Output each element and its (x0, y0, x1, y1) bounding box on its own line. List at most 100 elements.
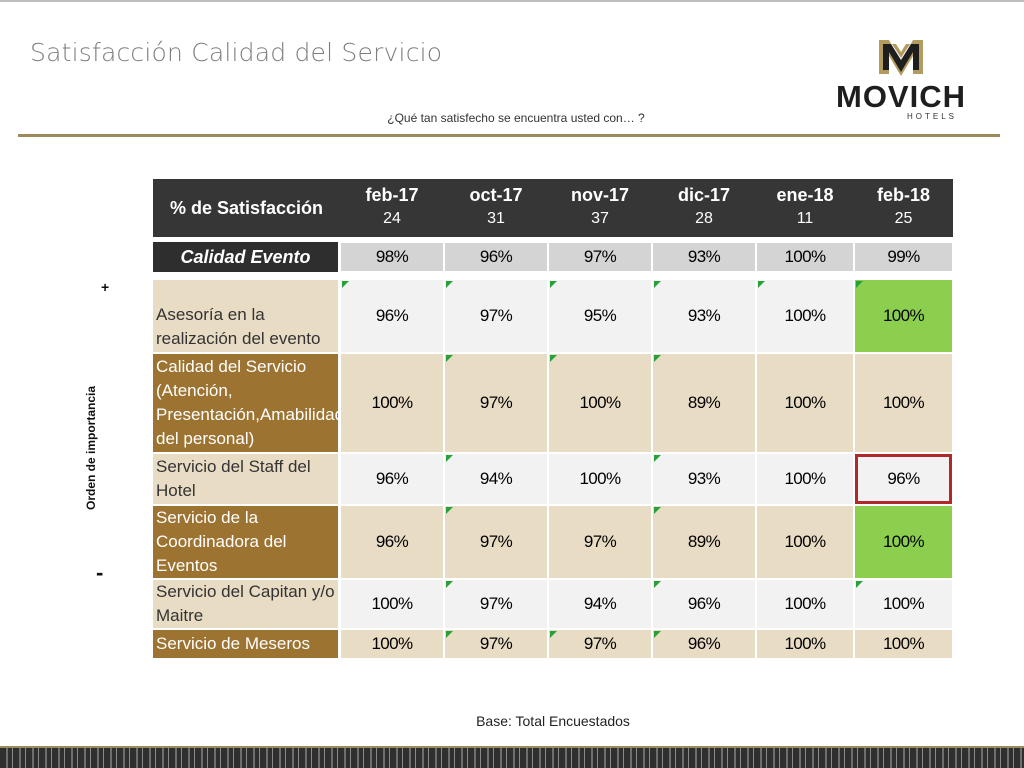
percent-cell: 97% (445, 630, 547, 658)
summary-label: Calidad Evento (153, 242, 338, 272)
cell-comment-flag-icon (446, 355, 453, 362)
percent-cell: 100% (341, 580, 443, 628)
column-month: oct-17 (469, 185, 523, 205)
column-sample-size: 37 (591, 210, 609, 227)
percent-cell: 89% (653, 506, 755, 578)
row-label: Servicio del Capitan y/o Maitre (153, 580, 338, 628)
percent-cell: 93% (653, 454, 755, 504)
percent-cell: 97% (445, 580, 547, 628)
percent-cell: 100% (757, 280, 853, 352)
percent-cell: 97% (549, 506, 651, 578)
top-border (0, 0, 1024, 2)
axis-minus-marker: - (96, 560, 104, 585)
column-header: feb-17 24 (340, 179, 444, 237)
percent-cell: 100% (855, 630, 952, 658)
percent-cell: 96% (653, 630, 755, 658)
table-header-label: % de Satisfacción (153, 179, 340, 237)
row-label: Servicio del Staff del Hotel (153, 454, 338, 504)
percent-cell: 89% (653, 354, 755, 452)
column-header: ene-18 11 (756, 179, 854, 237)
cell-comment-flag-icon (446, 581, 453, 588)
percent-cell: 100% (855, 580, 952, 628)
percent-cell: 94% (445, 454, 547, 504)
movich-logo: MOVICH HOTELS (812, 38, 990, 121)
column-header: nov-17 37 (548, 179, 652, 237)
percent-cell: 95% (549, 280, 651, 352)
importance-axis-label: Orden de importancia (84, 385, 98, 511)
cell-comment-flag-icon (550, 281, 557, 288)
cell-comment-flag-icon (758, 281, 765, 288)
row-label: Asesoría en la realización del evento (153, 280, 338, 352)
summary-value: 98% (341, 243, 443, 271)
summary-value: 99% (855, 243, 952, 271)
percent-cell: 100% (855, 354, 952, 452)
cell-comment-flag-icon (654, 355, 661, 362)
percent-cell: 96% (341, 506, 443, 578)
percent-cell: 100% (757, 580, 853, 628)
percent-cell: 100% (855, 506, 952, 578)
column-sample-size: 24 (383, 210, 401, 227)
percent-cell: 100% (757, 354, 853, 452)
cell-comment-flag-icon (550, 355, 557, 362)
percent-cell: 100% (855, 280, 952, 352)
movich-monogram-icon (879, 40, 923, 76)
column-sample-size: 28 (695, 210, 713, 227)
footer-base-note: Base: Total Encuestados (476, 713, 630, 729)
percent-cell: 100% (757, 506, 853, 578)
decorative-footer-band (0, 748, 1024, 768)
percent-cell: 100% (549, 354, 651, 452)
column-sample-size: 25 (894, 210, 913, 227)
row-label: Calidad del Servicio (Atención, Presenta… (153, 354, 344, 452)
table-header-bg (340, 179, 953, 237)
cell-comment-flag-icon (654, 281, 661, 288)
percent-cell: 97% (445, 354, 547, 452)
header-divider (18, 134, 1000, 137)
column-month: feb-18 (876, 185, 930, 205)
cell-comment-flag-icon (654, 581, 661, 588)
cell-comment-flag-icon (550, 631, 557, 638)
cell-comment-flag-icon (654, 631, 661, 638)
percent-cell: 100% (757, 630, 853, 658)
percent-cell: 100% (341, 630, 443, 658)
percent-cell: 97% (445, 506, 547, 578)
summary-value: 97% (549, 243, 651, 271)
cell-comment-flag-icon (446, 455, 453, 462)
percent-cell: 100% (757, 454, 853, 504)
cell-comment-flag-icon (446, 507, 453, 514)
row-label: Servicio de Meseros (153, 630, 338, 658)
column-sample-size: 31 (487, 210, 505, 227)
summary-value: 93% (653, 243, 755, 271)
column-month: dic-17 (677, 185, 731, 205)
brand-subtitle: HOTELS (906, 112, 957, 121)
cell-comment-flag-icon (446, 281, 453, 288)
column-header: dic-17 28 (652, 179, 756, 237)
percent-cell: 93% (653, 280, 755, 352)
cell-comment-flag-icon (446, 631, 453, 638)
slide-subtitle: ¿Qué tan satisfecho se encuentra usted c… (387, 111, 645, 125)
summary-value: 100% (757, 243, 853, 271)
cell-comment-flag-icon (654, 455, 661, 462)
column-month: nov-17 (570, 185, 630, 205)
percent-cell: 100% (341, 354, 443, 452)
column-month: feb-17 (365, 185, 419, 205)
column-sample-size: 11 (796, 210, 814, 227)
summary-value: 96% (445, 243, 547, 271)
percent-cell: 94% (549, 580, 651, 628)
brand-name: MOVICH (836, 79, 966, 114)
axis-plus-marker: + (101, 279, 110, 295)
column-month: ene-18 (776, 185, 834, 205)
percent-cell: 96% (341, 454, 443, 504)
cell-comment-flag-icon (856, 281, 863, 288)
column-header: feb-18 25 (854, 179, 953, 237)
cell-comment-flag-icon (856, 581, 863, 588)
percent-cell: 97% (445, 280, 547, 352)
percent-cell: 97% (549, 630, 651, 658)
percent-cell: 96% (653, 580, 755, 628)
row-label: Servicio de la Coordinadora del Eventos (153, 506, 338, 578)
cell-comment-flag-icon (654, 507, 661, 514)
percent-cell: 96% (855, 454, 952, 504)
footer-band-rule (0, 746, 1024, 748)
percent-cell: 96% (341, 280, 443, 352)
slide-title: Satisfacción Calidad del Servicio (30, 38, 443, 67)
cell-comment-flag-icon (342, 281, 349, 288)
